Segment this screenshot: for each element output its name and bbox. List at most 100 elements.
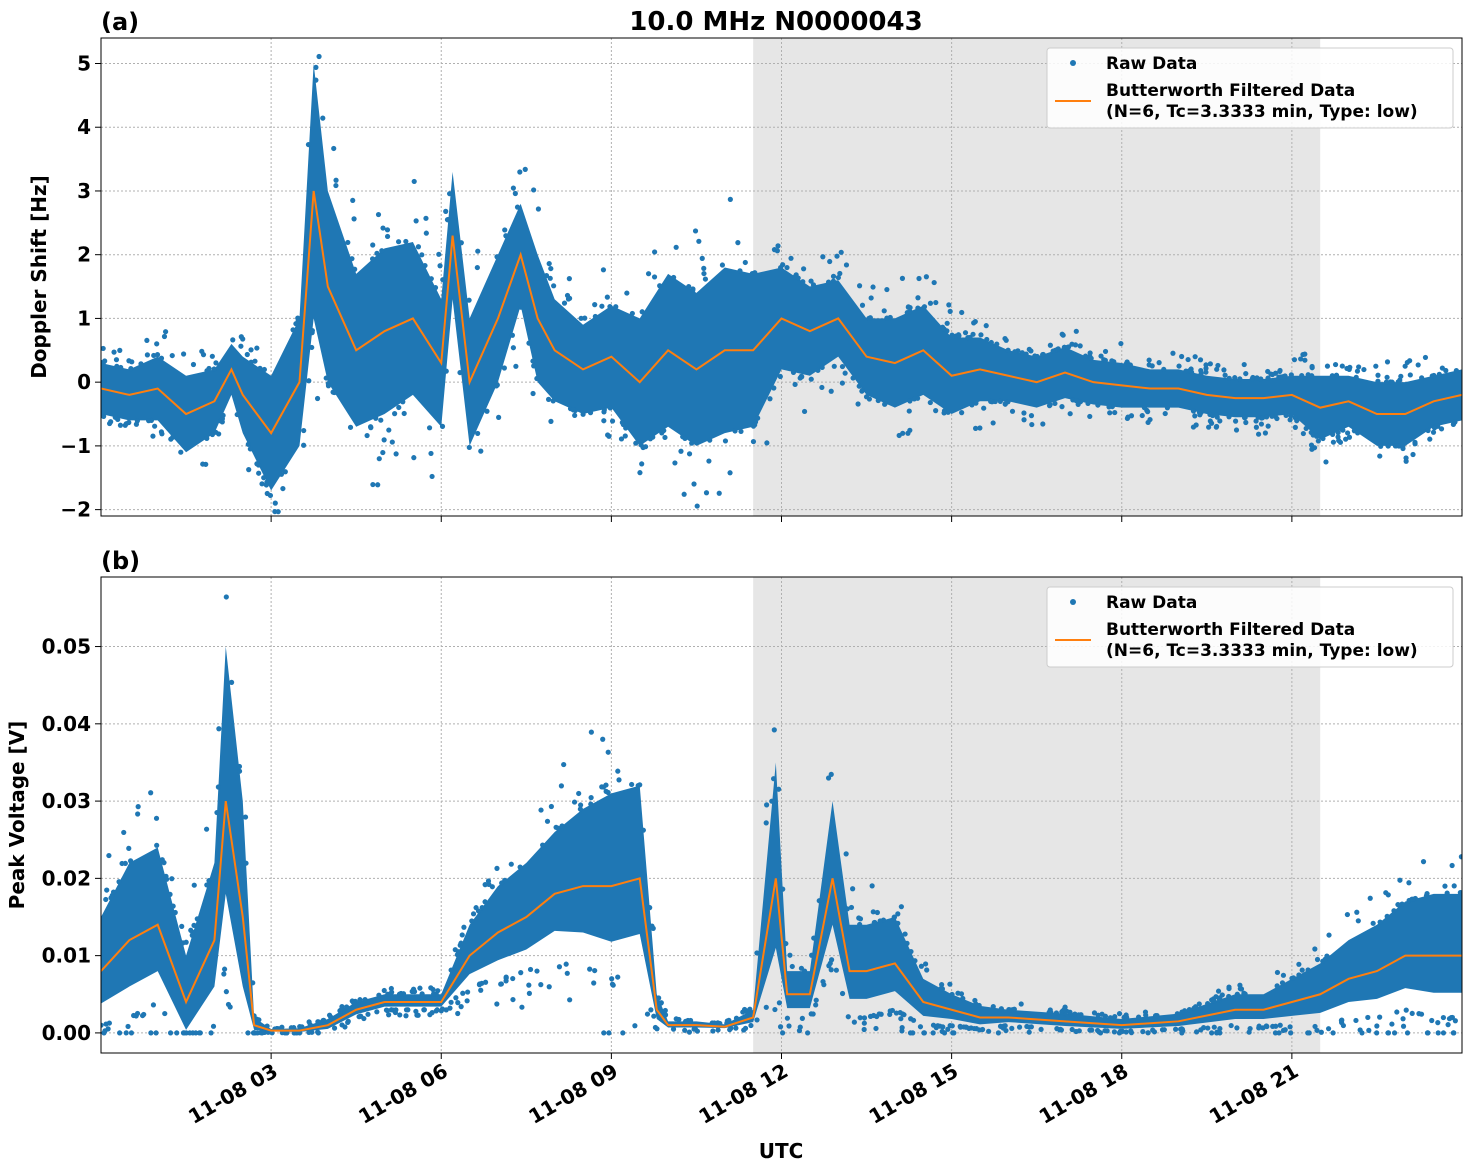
raw-data-point — [923, 961, 929, 967]
raw-data-point — [1443, 367, 1449, 374]
raw-data-point — [376, 456, 382, 462]
raw-data-point — [267, 492, 274, 499]
raw-data-point — [370, 481, 376, 488]
raw-data-point — [1415, 362, 1421, 368]
y-tick-label: 3 — [77, 179, 91, 203]
y-tick-label: 0.05 — [42, 635, 91, 659]
raw-data-point — [1192, 1004, 1199, 1010]
raw-data-point — [1215, 988, 1222, 994]
raw-data-point — [658, 1000, 664, 1006]
raw-data-point — [907, 1030, 914, 1036]
raw-data-point — [1198, 370, 1204, 377]
raw-data-point — [811, 935, 817, 941]
raw-data-point — [962, 330, 969, 336]
raw-data-point — [386, 427, 392, 433]
raw-data-point — [448, 999, 454, 1005]
raw-data-point — [458, 240, 464, 246]
raw-data-point — [651, 1013, 657, 1019]
raw-data-point — [325, 383, 332, 389]
raw-data-point — [816, 898, 822, 904]
raw-data-point — [850, 375, 856, 381]
raw-data-point — [1269, 371, 1276, 378]
raw-data-point — [1002, 401, 1008, 407]
raw-data-point — [990, 420, 996, 426]
raw-data-point — [882, 401, 888, 407]
raw-data-point — [609, 976, 615, 982]
raw-data-point — [856, 383, 862, 389]
raw-data-point — [278, 471, 285, 477]
raw-data-point — [719, 262, 726, 268]
raw-data-point — [738, 428, 744, 435]
raw-data-point — [947, 308, 953, 314]
raw-data-point — [1255, 414, 1261, 420]
raw-data-point — [1060, 332, 1066, 338]
raw-data-point — [800, 279, 806, 285]
raw-data-point — [1303, 425, 1309, 432]
raw-data-point — [754, 950, 760, 956]
raw-data-point — [478, 448, 484, 454]
raw-data-point — [101, 345, 106, 352]
raw-data-point — [455, 1010, 461, 1017]
raw-data-point — [976, 1027, 983, 1033]
raw-data-point — [245, 1030, 251, 1036]
raw-data-point — [1312, 946, 1318, 952]
raw-data-point — [338, 1006, 345, 1012]
raw-data-point — [1102, 1028, 1108, 1034]
raw-data-point — [1406, 880, 1412, 886]
raw-data-point — [652, 249, 658, 255]
raw-data-point — [859, 302, 866, 308]
raw-data-point — [383, 1007, 390, 1013]
raw-data-point — [381, 987, 387, 994]
raw-data-point — [764, 802, 770, 808]
raw-data-point — [1087, 350, 1093, 356]
raw-data-point — [134, 418, 140, 424]
raw-data-point — [1262, 430, 1268, 436]
raw-data-point — [474, 264, 480, 271]
raw-data-point — [106, 420, 113, 427]
raw-data-point — [1265, 423, 1271, 429]
raw-data-point — [686, 283, 692, 290]
raw-data-point — [851, 1019, 857, 1025]
raw-data-point — [994, 341, 1000, 347]
legend-box — [1046, 47, 1454, 129]
raw-data-point — [1403, 1007, 1409, 1013]
raw-data-point — [1353, 1017, 1359, 1024]
raw-data-point — [534, 968, 540, 974]
raw-data-point — [1021, 410, 1027, 416]
raw-data-point — [548, 803, 554, 810]
raw-data-point — [514, 204, 521, 210]
raw-data-point — [333, 182, 339, 189]
raw-data-point — [526, 340, 532, 346]
raw-data-point — [1435, 1030, 1441, 1036]
raw-data-point — [1125, 414, 1131, 420]
raw-data-point — [1217, 995, 1223, 1001]
raw-data-point — [1324, 363, 1331, 369]
raw-data-point — [284, 1030, 290, 1036]
raw-data-point — [1361, 366, 1367, 373]
raw-data-point — [1164, 405, 1171, 411]
raw-data-point — [866, 396, 873, 402]
raw-data-point — [1389, 1021, 1395, 1027]
raw-data-point — [592, 302, 598, 308]
raw-data-point — [600, 736, 606, 742]
raw-data-point — [988, 339, 994, 346]
raw-data-point — [453, 995, 459, 1001]
raw-data-point — [613, 304, 619, 310]
raw-data-point — [946, 302, 952, 308]
raw-data-point — [1329, 373, 1335, 379]
raw-data-point — [1353, 374, 1359, 380]
raw-data-point — [895, 911, 901, 917]
raw-data-point — [365, 1011, 371, 1017]
raw-data-point — [945, 1026, 951, 1032]
raw-data-point — [752, 270, 758, 276]
raw-data-point — [1384, 359, 1391, 365]
raw-data-point — [466, 444, 472, 451]
raw-data-point — [578, 802, 584, 808]
raw-data-point — [1214, 1030, 1220, 1036]
raw-data-point — [544, 818, 551, 824]
raw-data-point — [1205, 1025, 1211, 1031]
raw-data-point — [592, 313, 598, 320]
raw-data-point — [1400, 445, 1406, 452]
raw-data-point — [134, 1010, 141, 1017]
